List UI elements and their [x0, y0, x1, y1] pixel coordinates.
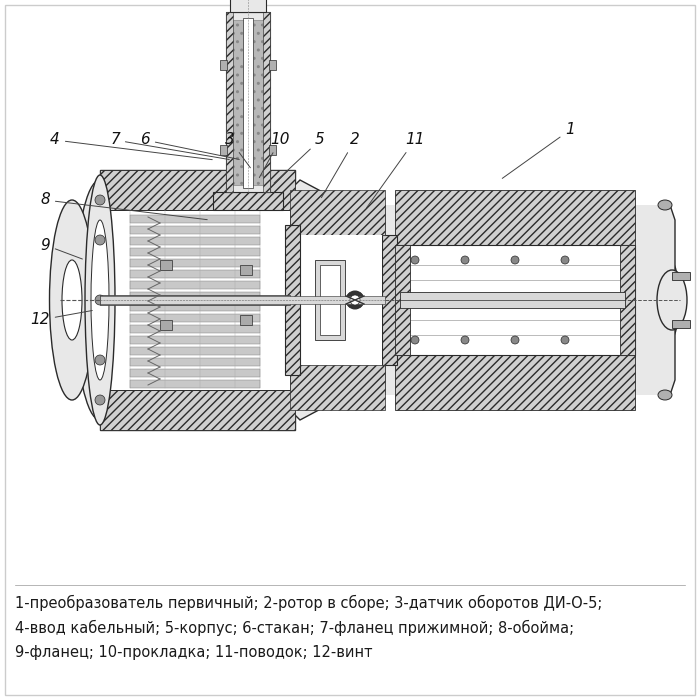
- Text: 2: 2: [321, 132, 360, 197]
- Text: 3: 3: [225, 132, 251, 168]
- Bar: [672, 320, 690, 328]
- Bar: [230, 0, 266, 12]
- Bar: [263, 12, 270, 192]
- Bar: [130, 215, 260, 223]
- Bar: [100, 295, 290, 305]
- Polygon shape: [290, 180, 385, 420]
- Bar: [240, 265, 252, 275]
- Text: 9-фланец; 10-прокладка; 11-поводок; 12-винт: 9-фланец; 10-прокладка; 11-поводок; 12-в…: [15, 645, 372, 660]
- Bar: [130, 314, 260, 322]
- Text: 8: 8: [40, 193, 207, 220]
- Text: 1-преобразователь первичный; 2-ротор в сборе; 3-датчик оборотов ДИ-О-5;: 1-преобразователь первичный; 2-ротор в с…: [15, 595, 603, 611]
- Bar: [220, 60, 227, 70]
- Bar: [243, 18, 253, 188]
- Bar: [130, 325, 260, 333]
- Ellipse shape: [561, 256, 569, 264]
- Bar: [285, 225, 300, 375]
- Ellipse shape: [411, 256, 419, 264]
- Ellipse shape: [561, 336, 569, 344]
- Bar: [395, 245, 410, 355]
- Bar: [240, 315, 252, 325]
- Bar: [213, 192, 283, 210]
- Bar: [130, 237, 260, 245]
- Bar: [226, 12, 270, 192]
- Bar: [233, 20, 263, 185]
- Bar: [100, 390, 295, 430]
- Ellipse shape: [85, 175, 115, 425]
- Bar: [400, 292, 625, 308]
- Ellipse shape: [511, 336, 519, 344]
- Text: 6: 6: [140, 132, 239, 160]
- Ellipse shape: [380, 170, 680, 430]
- Ellipse shape: [95, 355, 105, 365]
- Bar: [269, 60, 276, 70]
- Bar: [130, 281, 260, 289]
- Text: 10: 10: [259, 132, 290, 178]
- Bar: [395, 190, 635, 245]
- Bar: [226, 12, 233, 192]
- Text: 5: 5: [274, 132, 325, 183]
- Ellipse shape: [95, 395, 105, 405]
- Bar: [300, 235, 382, 365]
- Ellipse shape: [95, 235, 105, 245]
- Bar: [383, 395, 678, 435]
- Ellipse shape: [511, 256, 519, 264]
- Text: 1: 1: [503, 122, 575, 178]
- Ellipse shape: [657, 270, 687, 330]
- Bar: [130, 292, 260, 300]
- Ellipse shape: [62, 260, 82, 340]
- Bar: [320, 265, 340, 335]
- Bar: [130, 303, 260, 311]
- Bar: [395, 245, 635, 355]
- Text: 7: 7: [110, 132, 230, 160]
- Ellipse shape: [346, 291, 364, 309]
- Bar: [130, 336, 260, 344]
- Ellipse shape: [461, 256, 469, 264]
- Bar: [290, 190, 385, 235]
- Bar: [160, 320, 172, 330]
- Bar: [100, 180, 120, 420]
- Bar: [100, 170, 295, 430]
- Bar: [130, 270, 260, 278]
- Text: 12: 12: [30, 311, 92, 328]
- Bar: [383, 165, 678, 205]
- Bar: [130, 226, 260, 234]
- Bar: [130, 358, 260, 366]
- Bar: [315, 260, 345, 340]
- Bar: [395, 355, 635, 410]
- Bar: [620, 245, 635, 355]
- Text: 11: 11: [367, 132, 425, 208]
- Bar: [100, 170, 295, 210]
- Ellipse shape: [658, 390, 672, 400]
- Text: 9: 9: [40, 237, 83, 259]
- Ellipse shape: [95, 295, 105, 305]
- Ellipse shape: [75, 180, 125, 420]
- Bar: [105, 210, 290, 390]
- Bar: [220, 145, 227, 155]
- Text: 4-ввод кабельный; 5-корпус; 6-стакан; 7-фланец прижимной; 8-обойма;: 4-ввод кабельный; 5-корпус; 6-стакан; 7-…: [15, 620, 574, 636]
- Ellipse shape: [411, 336, 419, 344]
- Ellipse shape: [50, 200, 94, 400]
- Bar: [269, 145, 276, 155]
- Bar: [100, 296, 385, 304]
- Ellipse shape: [95, 195, 105, 205]
- Bar: [130, 380, 260, 388]
- Bar: [672, 272, 690, 280]
- Bar: [130, 347, 260, 355]
- Text: 4: 4: [50, 132, 212, 160]
- Ellipse shape: [658, 200, 672, 210]
- Bar: [290, 365, 385, 410]
- Bar: [130, 248, 260, 256]
- Ellipse shape: [91, 220, 109, 380]
- Bar: [130, 369, 260, 377]
- Bar: [130, 259, 260, 267]
- Ellipse shape: [461, 336, 469, 344]
- Ellipse shape: [350, 295, 360, 305]
- Polygon shape: [385, 180, 675, 420]
- Bar: [160, 260, 172, 270]
- Bar: [382, 235, 397, 365]
